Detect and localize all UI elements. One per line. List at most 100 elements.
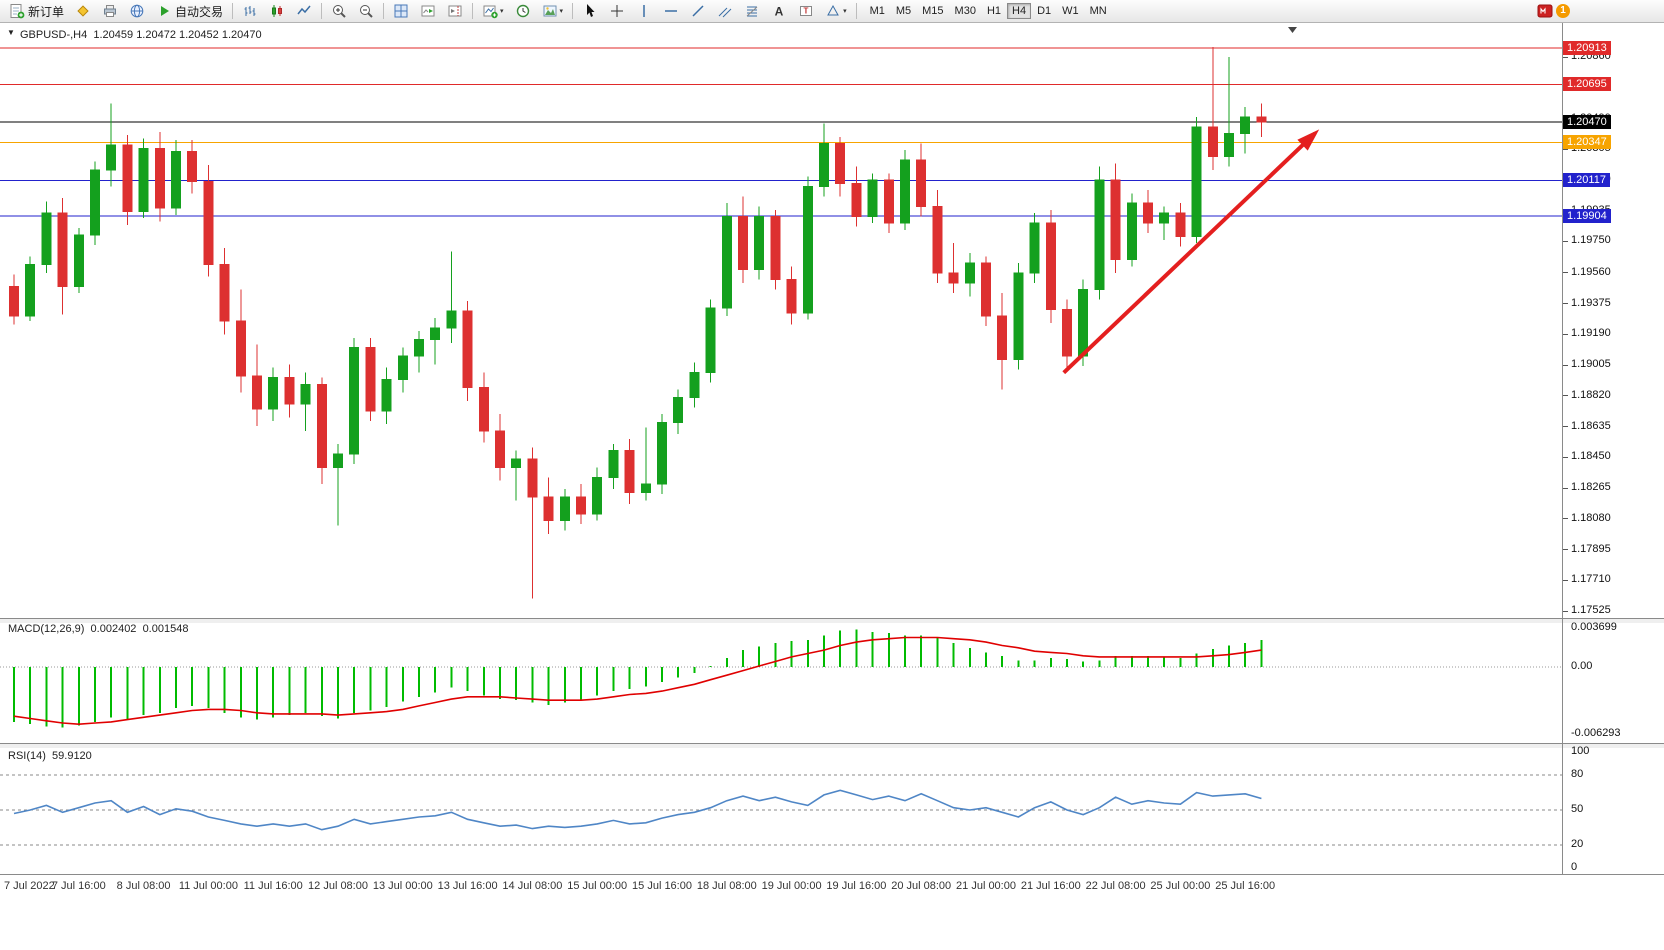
price-axis-tick (1563, 549, 1568, 551)
macd-signal-value: 0.001548 (142, 623, 189, 635)
price-axis-tick (1563, 487, 1568, 489)
text-tool-button[interactable]: A (766, 0, 792, 22)
tile-windows-icon (394, 4, 408, 18)
panel-splitter[interactable] (0, 744, 1664, 748)
time-axis-label: 14 Jul 08:00 (502, 880, 563, 892)
toolbar-separator (232, 3, 234, 19)
label-tool-button[interactable]: T (793, 0, 819, 22)
toolbar: 新订单 自动交易 (0, 0, 1664, 23)
one-click-trading-toggle[interactable]: ▼ (7, 28, 15, 37)
auto-trading-label: 自动交易 (175, 4, 224, 19)
macd-canvas[interactable] (0, 625, 1562, 739)
auto-scroll-icon (421, 5, 435, 17)
price-axis-label: 1.19190 (1571, 327, 1611, 340)
template-button[interactable]: ▾ (537, 0, 569, 22)
community-button[interactable] (124, 0, 150, 22)
timeframe-button-m1[interactable]: M1 (869, 5, 885, 17)
shapes-icon (827, 4, 839, 16)
mql5-icon[interactable] (1537, 4, 1553, 19)
chart-shift-button[interactable] (442, 0, 468, 22)
auto-scroll-button[interactable] (415, 0, 441, 22)
print-button[interactable] (97, 0, 123, 22)
timeframe-button-w1[interactable]: W1 (1062, 5, 1079, 17)
axis-border (1562, 23, 1563, 874)
channel-tool-button[interactable] (712, 0, 738, 22)
clock-icon (516, 4, 529, 18)
rsi-indicator-label: RSI(14) 59.9120 (8, 750, 92, 762)
chevron-down-icon: ▾ (559, 8, 564, 15)
time-axis-label: 15 Jul 00:00 (567, 880, 628, 892)
time-axis-label: 19 Jul 16:00 (826, 880, 887, 892)
bar-chart-button[interactable] (237, 0, 263, 22)
price-axis-label: 1.18265 (1571, 481, 1611, 494)
chart-window: ▼ GBPUSD-,H4 1.20459 1.20472 1.20452 1.2… (0, 23, 1664, 950)
text-icon: A (775, 5, 784, 19)
price-axis-tick (1563, 303, 1568, 305)
chevron-down-icon: ▾ (843, 8, 847, 15)
price-axis-label: 1.19375 (1571, 296, 1611, 309)
timeframe-button-d1[interactable]: D1 (1037, 5, 1052, 17)
main-chart-canvas[interactable] (0, 23, 1562, 618)
rsi-value: 59.9120 (52, 750, 92, 762)
timeframe-button-mn[interactable]: MN (1089, 5, 1107, 17)
time-axis-label: 22 Jul 08:00 (1085, 880, 1146, 892)
price-axis-tick (1563, 395, 1568, 397)
globe-icon (130, 4, 144, 18)
time-axis-label: 25 Jul 00:00 (1150, 880, 1211, 892)
macd-indicator-label: MACD(12,26,9) 0.002402 0.001548 (8, 623, 188, 635)
rsi-axis-label: 80 (1571, 768, 1584, 781)
price-axis-tick (1563, 610, 1568, 612)
rsi-canvas[interactable] (0, 752, 1562, 868)
trendline-tool-button[interactable] (685, 0, 711, 22)
time-axis-label: 7 Jul 2022 (4, 880, 55, 892)
trendline-icon (692, 5, 704, 17)
new-chart-button[interactable]: ▾ (477, 0, 509, 22)
tile-windows-button[interactable] (388, 0, 414, 22)
time-axis-label: 11 Jul 16:00 (243, 880, 303, 892)
line-chart-icon (297, 5, 311, 15)
fibonacci-tool-button[interactable] (739, 0, 765, 22)
macd-name: MACD(12,26,9) (8, 623, 85, 635)
print-icon (104, 5, 117, 17)
horizontal-line-tool-button[interactable] (658, 0, 684, 22)
shapes-tool-button[interactable]: ▾ (820, 0, 852, 22)
timeframe-button-m5[interactable]: M5 (895, 5, 912, 17)
price-axis-tick (1563, 456, 1568, 458)
timeframe-button-h1[interactable]: H1 (986, 5, 1002, 17)
svg-text:T: T (804, 7, 809, 16)
price-axis-label: 1.17525 (1571, 604, 1611, 617)
rsi-axis-label: 100 (1571, 745, 1590, 757)
time-axis-label: 21 Jul 16:00 (1020, 880, 1081, 892)
vertical-line-tool-button[interactable] (631, 0, 657, 22)
time-axis-label: 11 Jul 00:00 (178, 880, 238, 892)
cursor-tool-button[interactable] (577, 0, 603, 22)
price-axis-tick (1563, 333, 1568, 335)
timeframe-button-m30[interactable]: M30 (954, 5, 976, 17)
candlestick-chart-button[interactable] (264, 0, 290, 22)
rsi-name: RSI(14) (8, 750, 46, 762)
panel-splitter[interactable] (0, 619, 1664, 623)
notification-badge[interactable]: 1 (1556, 4, 1570, 18)
horizontal-line-icon (665, 10, 678, 12)
new-order-button[interactable]: 新订单 (4, 0, 69, 22)
price-axis-tick (1563, 272, 1568, 274)
ohlc-values: 1.20459 1.20472 1.20452 1.20470 (93, 29, 262, 41)
zoom-in-button[interactable] (326, 0, 352, 22)
crosshair-tool-button[interactable] (604, 0, 630, 22)
price-axis-label: 1.19560 (1571, 265, 1611, 278)
price-axis-label: 1.17895 (1571, 542, 1611, 555)
channel-icon (718, 7, 732, 18)
panel-divider (0, 618, 1664, 619)
zoom-out-button[interactable] (353, 0, 379, 22)
price-axis-label: 1.18635 (1571, 419, 1611, 432)
time-axis-label: 8 Jul 08:00 (116, 880, 171, 892)
chart-symbol-header: GBPUSD-,H4 1.20459 1.20472 1.20452 1.204… (20, 29, 262, 41)
timeframe-button-h4[interactable]: H4 (1007, 3, 1032, 19)
period-button[interactable] (510, 0, 536, 22)
metaeditor-button[interactable] (70, 0, 96, 22)
auto-trading-button[interactable]: 自动交易 (151, 0, 228, 22)
line-chart-button[interactable] (291, 0, 317, 22)
timeframe-button-m15[interactable]: M15 (922, 5, 944, 17)
candlestick-chart-icon (272, 5, 283, 17)
timeframe-group: M1 M5 M15 M30 H1 H4 D1 W1 MN (865, 3, 1112, 19)
